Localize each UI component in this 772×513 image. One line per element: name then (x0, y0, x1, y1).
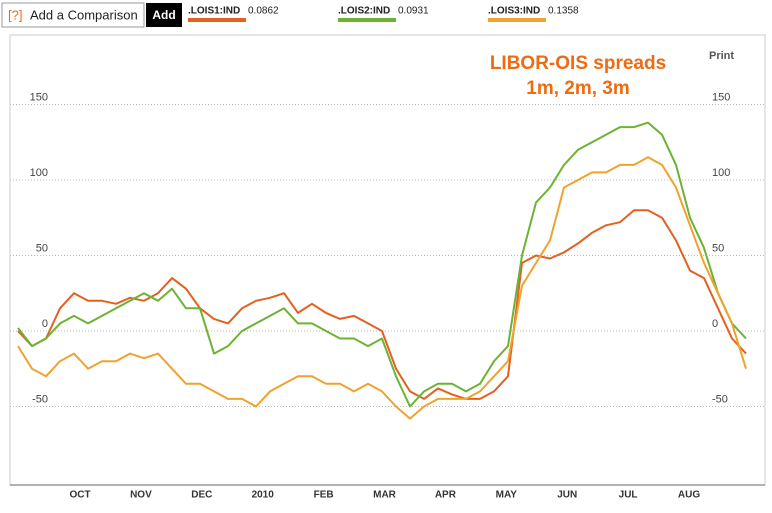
x-tick-label: MAY (496, 490, 518, 501)
input-placeholder: Add a Comparison (30, 7, 138, 22)
print-link[interactable]: Print (709, 50, 734, 62)
add-button[interactable] (146, 3, 182, 27)
x-tick-label: FEB (314, 490, 334, 501)
annotation: LIBOR-OIS spreads (490, 53, 666, 74)
legend-swatch (488, 18, 546, 22)
y-tick-label: 50 (36, 242, 48, 254)
y-tick-label: 0 (42, 318, 48, 330)
x-tick-label: 2010 (252, 490, 275, 501)
series-line (17, 121, 747, 408)
y-tick-label: 100 (712, 167, 730, 179)
x-tick-label: JUN (557, 490, 577, 501)
comparison-input[interactable] (1, 2, 145, 28)
y-tick-label: 0 (712, 318, 718, 330)
help-icon[interactable]: [?] (8, 7, 22, 22)
x-tick-label: DEC (191, 490, 212, 501)
x-tick-label: OCT (69, 490, 90, 501)
legend-swatch (338, 18, 396, 22)
y-tick-label: -50 (32, 393, 48, 405)
legend-label: .LOIS2:IND (338, 6, 390, 17)
y-tick-label: 100 (30, 167, 48, 179)
y-tick-label: 150 (712, 91, 730, 103)
x-tick-label: AUG (678, 490, 700, 501)
legend-value: 0.0862 (248, 6, 279, 17)
y-tick-label: 150 (30, 91, 48, 103)
y-tick-label: -50 (712, 393, 728, 405)
legend-label: .LOIS3:IND (488, 6, 540, 17)
series-line (17, 156, 747, 420)
add-button-label: Add (152, 8, 175, 22)
annotation: 1m, 2m, 3m (526, 78, 630, 99)
x-tick-label: MAR (373, 490, 397, 501)
y-tick-label: 50 (712, 242, 724, 254)
x-tick-label: NOV (130, 490, 152, 501)
legend-value: 0.0931 (398, 6, 429, 17)
x-tick-label: APR (435, 490, 457, 501)
x-tick-label: JUL (619, 490, 638, 501)
legend-swatch (188, 18, 246, 22)
plot-frame (9, 34, 766, 486)
series-line (17, 209, 747, 400)
legend-label: .LOIS1:IND (188, 6, 240, 17)
legend-value: 0.1358 (548, 6, 579, 17)
